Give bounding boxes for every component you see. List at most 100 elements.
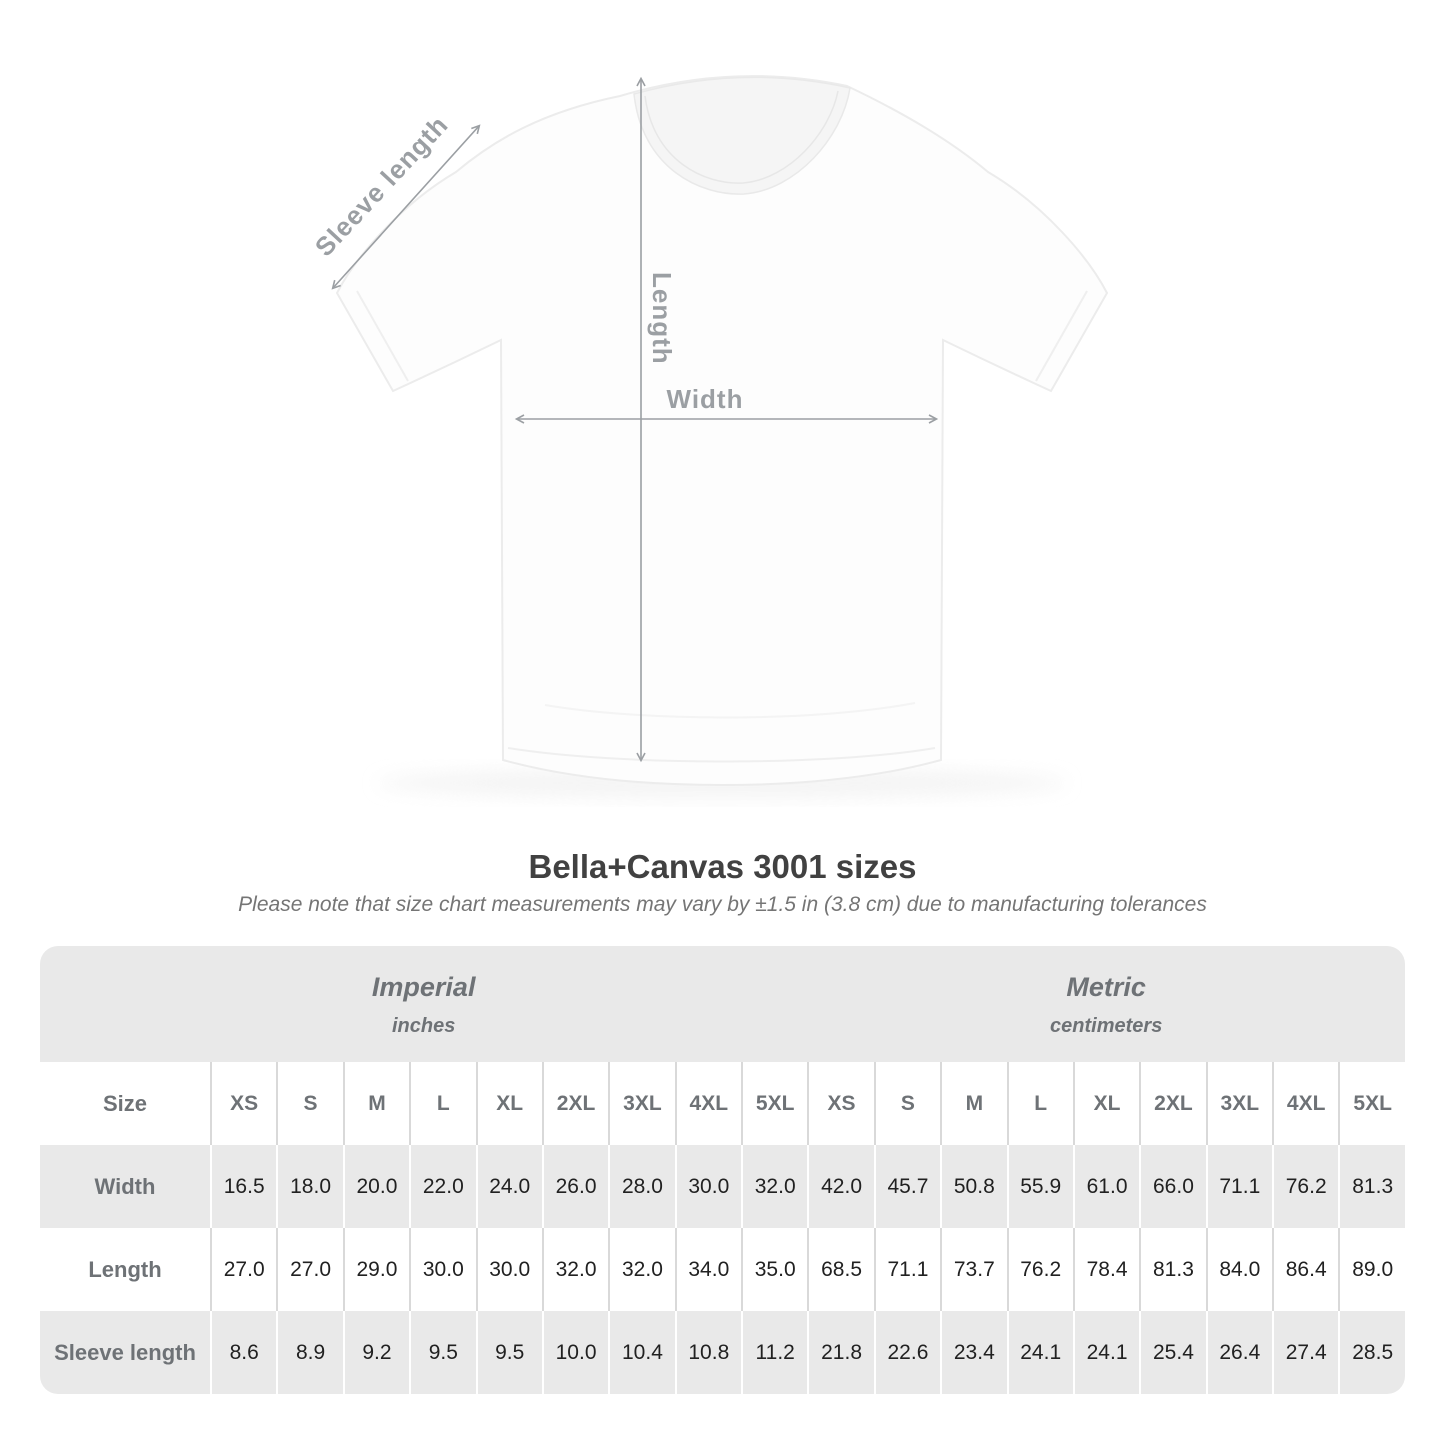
row-label-width: Width xyxy=(40,1145,210,1228)
size-column-header: Size xyxy=(40,1062,210,1145)
value-imperial-l-width: 22.0 xyxy=(409,1145,476,1228)
value-imperial-xl-length: 30.0 xyxy=(475,1228,542,1311)
units-header-row: Imperial inches Metric centimeters xyxy=(40,946,1405,1062)
metric-header: Metric centimeters xyxy=(807,946,1405,1062)
value-imperial-2xl-sleeve-length: 10.0 xyxy=(541,1311,609,1394)
value-metric-5xl-width: 81.3 xyxy=(1338,1145,1405,1228)
value-imperial-xl-width: 24.0 xyxy=(475,1145,542,1228)
value-metric-xs-length: 68.5 xyxy=(807,1228,874,1311)
value-imperial-3xl-width: 28.0 xyxy=(608,1145,675,1228)
value-metric-4xl-width: 76.2 xyxy=(1272,1145,1339,1228)
body-wrinkle xyxy=(544,702,916,719)
size-col-imperial-4xl: 4XL xyxy=(674,1062,741,1145)
size-col-imperial-m: M xyxy=(342,1062,410,1145)
metric-label: Metric xyxy=(1066,971,1146,1002)
row-label-length: Length xyxy=(40,1228,210,1311)
metric-sublabel: centimeters xyxy=(1050,1014,1163,1037)
size-col-imperial-xs: XS xyxy=(210,1062,277,1145)
measurement-row-width: Width 16.5 18.0 20.0 22.0 24.0 26.0 28.0 30.0 32.… xyxy=(40,1145,1405,1228)
value-imperial-4xl-length: 34.0 xyxy=(674,1228,741,1311)
size-col-imperial-2xl: 2XL xyxy=(541,1062,609,1145)
sleeve-length-arrow xyxy=(331,124,481,290)
collar-opening xyxy=(633,76,851,195)
value-imperial-xs-length: 27.0 xyxy=(210,1228,277,1311)
hem-stitch xyxy=(507,747,936,763)
width-label: Width xyxy=(667,384,744,414)
page-title: Bella+Canvas 3001 sizes xyxy=(528,848,917,885)
value-metric-3xl-width: 71.1 xyxy=(1205,1145,1272,1228)
size-col-imperial-3xl: 3XL xyxy=(608,1062,675,1145)
value-metric-m-width: 50.8 xyxy=(940,1145,1007,1228)
value-imperial-xl-sleeve-length: 9.5 xyxy=(475,1311,542,1394)
value-metric-s-width: 45.7 xyxy=(873,1145,941,1228)
value-imperial-xs-width: 16.5 xyxy=(210,1145,277,1228)
value-metric-2xl-length: 81.3 xyxy=(1139,1228,1206,1311)
row-label-sleeve-length: Sleeve length xyxy=(40,1311,210,1394)
value-metric-2xl-sleeve-length: 25.4 xyxy=(1139,1311,1206,1394)
tolerance-note: Please note that size chart measurements… xyxy=(238,893,1207,916)
size-col-metric-2xl: 2XL xyxy=(1139,1062,1206,1145)
size-col-metric-s: S xyxy=(873,1062,941,1145)
value-imperial-4xl-sleeve-length: 10.8 xyxy=(674,1311,741,1394)
value-imperial-2xl-length: 32.0 xyxy=(541,1228,609,1311)
sizes-header-row: Size XS S M L XL 2XL 3XL 4XL 5XL XS S M L XL 2XL 3XL 4XL… xyxy=(40,1062,1405,1145)
value-metric-5xl-length: 89.0 xyxy=(1338,1228,1405,1311)
imperial-sublabel: inches xyxy=(392,1014,456,1037)
value-metric-s-sleeve-length: 22.6 xyxy=(873,1311,941,1394)
value-metric-4xl-sleeve-length: 27.4 xyxy=(1272,1311,1339,1394)
value-imperial-4xl-width: 30.0 xyxy=(674,1145,741,1228)
value-imperial-3xl-sleeve-length: 10.4 xyxy=(608,1311,675,1394)
value-metric-2xl-width: 66.0 xyxy=(1139,1145,1206,1228)
value-metric-l-sleeve-length: 24.1 xyxy=(1006,1311,1073,1394)
value-imperial-5xl-width: 32.0 xyxy=(741,1145,808,1228)
value-metric-3xl-length: 84.0 xyxy=(1205,1228,1272,1311)
value-metric-s-length: 71.1 xyxy=(873,1228,941,1311)
size-table: Imperial inches Metric centimeters Size … xyxy=(40,946,1405,1394)
measurement-row-length: Length 27.0 27.0 29.0 30.0 30.0 32.0 32.0 34.0 35… xyxy=(40,1228,1405,1311)
value-metric-l-width: 55.9 xyxy=(1006,1145,1073,1228)
right-sleeve-seam xyxy=(1035,290,1088,382)
value-metric-m-length: 73.7 xyxy=(940,1228,1007,1311)
value-imperial-s-width: 18.0 xyxy=(276,1145,343,1228)
collar-ribbing xyxy=(644,90,839,184)
value-metric-xs-width: 42.0 xyxy=(807,1145,874,1228)
value-metric-5xl-sleeve-length: 28.5 xyxy=(1338,1311,1405,1394)
value-imperial-5xl-length: 35.0 xyxy=(741,1228,808,1311)
length-label: Length xyxy=(647,272,677,365)
left-sleeve-seam xyxy=(356,290,409,382)
measurement-row-sleeve-length: Sleeve length 8.6 8.9 9.2 9.5 9.5 10.0 10.4 10.8… xyxy=(40,1311,1405,1394)
value-metric-xl-sleeve-length: 24.1 xyxy=(1072,1311,1140,1394)
value-imperial-xs-sleeve-length: 8.6 xyxy=(210,1311,277,1394)
value-metric-4xl-length: 86.4 xyxy=(1272,1228,1339,1311)
value-imperial-l-sleeve-length: 9.5 xyxy=(409,1311,476,1394)
size-col-imperial-xl: XL xyxy=(475,1062,542,1145)
tshirt-measurement-diagram: Sleeve length Length Width xyxy=(309,75,1109,798)
size-col-metric-5xl: 5XL xyxy=(1338,1062,1405,1145)
size-col-metric-3xl: 3XL xyxy=(1205,1062,1272,1145)
size-table-grid: Imperial inches Metric centimeters Size … xyxy=(40,946,1405,1394)
value-imperial-l-length: 30.0 xyxy=(409,1228,476,1311)
imperial-header: Imperial inches xyxy=(40,946,808,1062)
size-col-metric-l: L xyxy=(1006,1062,1073,1145)
size-col-imperial-l: L xyxy=(409,1062,476,1145)
value-imperial-2xl-width: 26.0 xyxy=(541,1145,609,1228)
size-col-imperial-5xl: 5XL xyxy=(741,1062,808,1145)
value-metric-xl-width: 61.0 xyxy=(1072,1145,1140,1228)
value-metric-xs-sleeve-length: 21.8 xyxy=(807,1311,874,1394)
value-metric-xl-length: 78.4 xyxy=(1072,1228,1140,1311)
size-col-metric-m: M xyxy=(940,1062,1007,1145)
size-col-metric-xl: XL xyxy=(1072,1062,1140,1145)
value-imperial-m-sleeve-length: 9.2 xyxy=(342,1311,410,1394)
value-imperial-m-length: 29.0 xyxy=(342,1228,410,1311)
value-imperial-5xl-sleeve-length: 11.2 xyxy=(741,1311,808,1394)
value-metric-m-sleeve-length: 23.4 xyxy=(940,1311,1007,1394)
value-metric-3xl-sleeve-length: 26.4 xyxy=(1205,1311,1272,1394)
value-imperial-s-length: 27.0 xyxy=(276,1228,343,1311)
imperial-label: Imperial xyxy=(371,971,476,1002)
value-imperial-3xl-length: 32.0 xyxy=(608,1228,675,1311)
size-col-metric-4xl: 4XL xyxy=(1272,1062,1339,1145)
value-metric-l-length: 76.2 xyxy=(1006,1228,1073,1311)
value-imperial-m-width: 20.0 xyxy=(342,1145,410,1228)
value-imperial-s-sleeve-length: 8.9 xyxy=(276,1311,343,1394)
